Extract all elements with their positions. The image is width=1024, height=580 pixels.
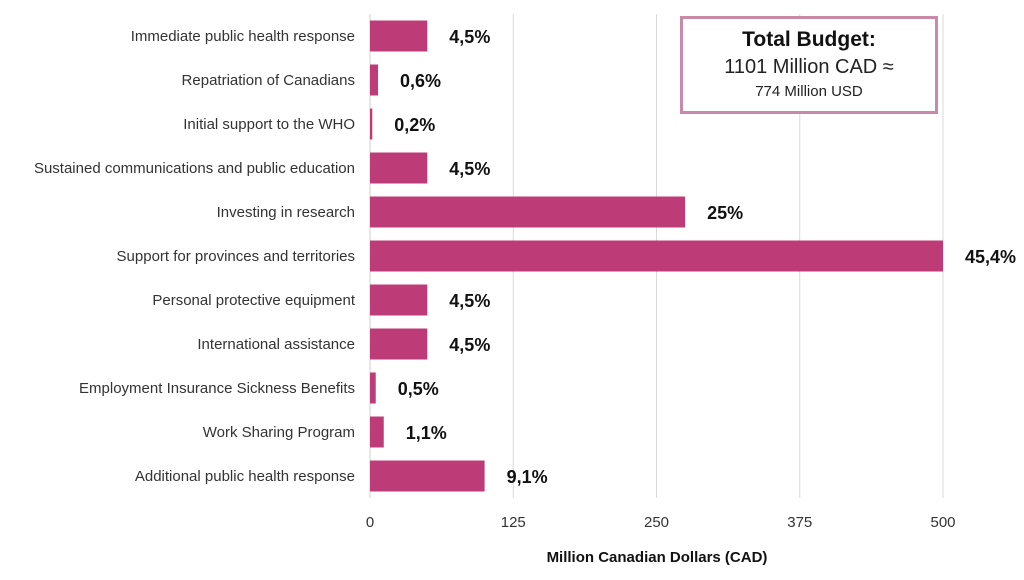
x-axis-title: Million Canadian Dollars (CAD) — [547, 549, 768, 566]
data-label: 0,5% — [398, 379, 439, 399]
bar-layer — [370, 20, 943, 492]
category-label: Sustained communications and public educ… — [34, 160, 355, 177]
data-label: 4,5% — [449, 159, 490, 179]
x-tick-label: 375 — [787, 514, 812, 531]
category-labels: Immediate public health response Repatria… — [34, 28, 356, 485]
category-label: Investing in research — [217, 204, 355, 221]
data-label: 0,6% — [400, 71, 441, 91]
budget-title: Total Budget: — [742, 28, 876, 51]
bar — [370, 284, 428, 316]
data-label: 4,5% — [449, 291, 490, 311]
bar — [370, 64, 379, 96]
data-label: 45,4% — [965, 247, 1016, 267]
bar — [370, 152, 428, 184]
bar — [370, 108, 373, 140]
data-label: 0,2% — [394, 115, 435, 135]
bar — [370, 372, 376, 404]
x-tick-labels: 0 125 250 375 500 — [366, 514, 956, 531]
category-label: Personal protective equipment — [152, 292, 355, 309]
budget-usd: 774 Million USD — [755, 83, 863, 100]
bar — [370, 240, 943, 272]
value-labels: 4,5% 0,6% 0,2% 4,5% 25% 45,4% 4,5% 4,5% 0,5% 1,1%… — [394, 27, 1016, 487]
data-label: 1,1% — [406, 423, 447, 443]
category-label: Initial support to the WHO — [183, 116, 355, 133]
bar — [370, 416, 384, 448]
bar — [370, 460, 485, 492]
x-tick-label: 125 — [501, 514, 526, 531]
data-label: 4,5% — [449, 27, 490, 47]
x-tick-label: 250 — [644, 514, 669, 531]
total-budget-box: Total Budget: 1101 Million CAD ≈ 774 Mil… — [680, 16, 938, 114]
x-tick-label: 500 — [930, 514, 955, 531]
category-label: Employment Insurance Sickness Benefits — [79, 380, 355, 397]
data-label: 25% — [707, 203, 743, 223]
category-label: Additional public health response — [135, 468, 355, 485]
bar — [370, 20, 428, 52]
budget-cad: 1101 Million CAD ≈ — [724, 56, 894, 78]
category-label: International assistance — [197, 336, 355, 353]
category-label: Work Sharing Program — [203, 424, 355, 441]
bar — [370, 196, 686, 228]
data-label: 4,5% — [449, 335, 490, 355]
category-label: Immediate public health response — [131, 28, 355, 45]
category-label: Repatriation of Canadians — [182, 72, 355, 89]
category-label: Support for provinces and territories — [117, 248, 355, 265]
x-tick-label: 0 — [366, 514, 374, 531]
bar — [370, 328, 428, 360]
data-label: 9,1% — [507, 467, 548, 487]
